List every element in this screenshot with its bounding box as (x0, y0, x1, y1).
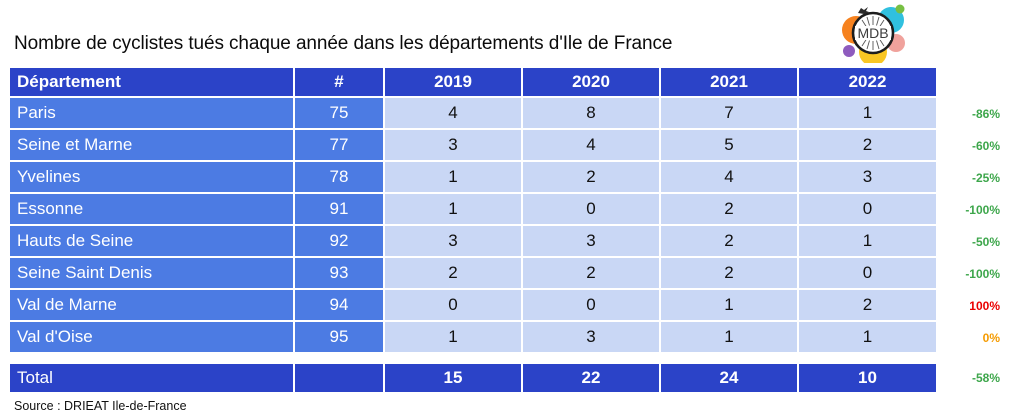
cell-year-value: 3 (385, 130, 521, 160)
cell-year-value: 2 (661, 226, 797, 256)
cell-year-value: 3 (523, 322, 659, 352)
cell-year-value: 1 (385, 162, 521, 192)
cell-year-value: 1 (799, 322, 936, 352)
cell-year-value: 2 (385, 258, 521, 288)
cell-year-value: 8 (523, 98, 659, 128)
header-code: # (295, 68, 383, 96)
cell-year-value: 1 (799, 98, 936, 128)
cell-departement: Val de Marne (10, 290, 293, 320)
cell-year-value: 2 (799, 130, 936, 160)
source-caption: Source : DRIEAT Ile-de-France (14, 399, 187, 413)
cell-code: 91 (295, 194, 383, 224)
change-value: -100% (965, 267, 1000, 281)
cell-year-value: 7 (661, 98, 797, 128)
cell-year-value: 1 (385, 322, 521, 352)
change-column: -86% -60% -25% -100% -50% -100% 100% 0% … (938, 68, 1002, 392)
logo-green-circle (895, 4, 905, 14)
total-label: Total (10, 364, 293, 392)
cell-year-value: 1 (385, 194, 521, 224)
logo-text: MDB (857, 25, 888, 41)
cell-year-value: 4 (385, 98, 521, 128)
change-value: 0% (982, 331, 1000, 345)
change-value: -50% (971, 235, 1000, 249)
cell-year-value: 0 (523, 290, 659, 320)
cyclists-table: Département # 2019 2020 2021 2022 Paris … (10, 68, 936, 392)
cell-year-value: 2 (523, 162, 659, 192)
total-year-value: 10 (799, 364, 936, 392)
cell-year-value: 2 (523, 258, 659, 288)
cell-departement: Paris (10, 98, 293, 128)
cell-year-value: 0 (799, 258, 936, 288)
change-value: 100% (969, 299, 1000, 313)
page-title: Nombre de cyclistes tués chaque année da… (14, 32, 673, 54)
cell-departement: Yvelines (10, 162, 293, 192)
cell-year-value: 1 (661, 290, 797, 320)
change-value: -86% (971, 107, 1000, 121)
change-value: -25% (971, 171, 1000, 185)
mdb-logo-graphic: MDB (842, 4, 905, 66)
cell-year-value: 2 (799, 290, 936, 320)
logo-purple-circle (843, 45, 855, 57)
mdb-logo: MDB (838, 1, 908, 66)
cell-code: 77 (295, 130, 383, 160)
cell-departement: Essonne (10, 194, 293, 224)
header-2019: 2019 (385, 68, 521, 96)
change-column-spacer (938, 68, 1002, 98)
cell-departement: Seine Saint Denis (10, 258, 293, 288)
cell-code: 78 (295, 162, 383, 192)
change-value: -60% (971, 139, 1000, 153)
logo-wheel-spokes (861, 16, 885, 50)
cell-code: 94 (295, 290, 383, 320)
cell-code: 92 (295, 226, 383, 256)
cell-year-value: 1 (799, 226, 936, 256)
total-year-value: 24 (661, 364, 797, 392)
header-2022: 2022 (799, 68, 936, 96)
cell-year-value: 3 (523, 226, 659, 256)
cell-code: 75 (295, 98, 383, 128)
cell-code: 95 (295, 322, 383, 352)
cell-year-value: 3 (799, 162, 936, 192)
bird-icon (858, 7, 869, 14)
cell-year-value: 3 (385, 226, 521, 256)
cell-year-value: 0 (385, 290, 521, 320)
cell-year-value: 0 (523, 194, 659, 224)
total-year-value: 15 (385, 364, 521, 392)
total-year-value: 22 (523, 364, 659, 392)
cell-departement: Val d'Oise (10, 322, 293, 352)
total-row: Total 15 22 24 10 (10, 364, 936, 392)
cell-departement: Hauts de Seine (10, 226, 293, 256)
total-code-empty (295, 364, 383, 392)
change-value: -100% (965, 203, 1000, 217)
cell-code: 93 (295, 258, 383, 288)
cell-year-value: 1 (661, 322, 797, 352)
cell-year-value: 0 (799, 194, 936, 224)
cell-departement: Seine et Marne (10, 130, 293, 160)
header-departement: Département (10, 68, 293, 96)
cell-year-value: 2 (661, 194, 797, 224)
cell-year-value: 4 (523, 130, 659, 160)
header-2021: 2021 (661, 68, 797, 96)
total-change-value: -58% (971, 371, 1000, 385)
header-2020: 2020 (523, 68, 659, 96)
cell-year-value: 5 (661, 130, 797, 160)
cell-year-value: 4 (661, 162, 797, 192)
cell-year-value: 2 (661, 258, 797, 288)
table-grid: Département # 2019 2020 2021 2022 Paris … (10, 68, 936, 352)
